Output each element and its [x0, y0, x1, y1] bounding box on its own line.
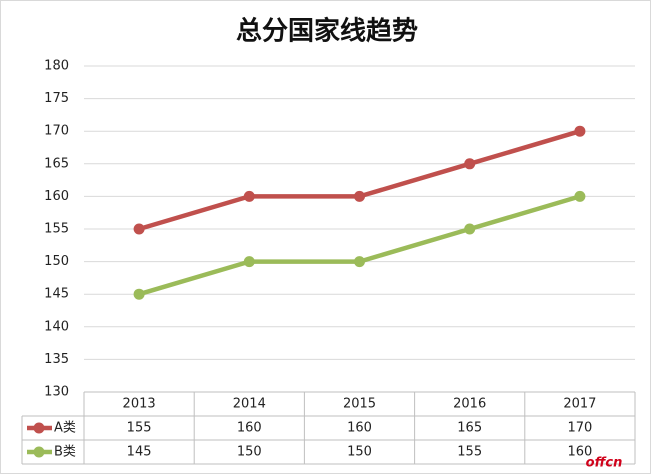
y-tick-label: 180 [44, 59, 69, 74]
point [574, 190, 586, 202]
y-tick-label: 135 [44, 352, 69, 367]
x-tick-label: 2016 [453, 397, 486, 412]
table-value: 160 [567, 445, 592, 460]
point [243, 190, 255, 202]
x-tick-label: 2017 [563, 397, 596, 412]
table-value: 165 [457, 421, 482, 436]
legend-label: B类 [54, 445, 76, 460]
legend-marker [33, 446, 45, 458]
point [133, 288, 145, 300]
y-tick-label: 165 [44, 156, 69, 171]
table-value: 170 [567, 421, 592, 436]
legend-marker [33, 422, 45, 434]
table-value: 160 [347, 421, 372, 436]
table-value: 145 [127, 445, 152, 460]
chart-title: 总分国家线趋势 [236, 16, 418, 47]
y-tick-label: 170 [44, 124, 69, 139]
point [354, 190, 365, 202]
point [574, 125, 586, 137]
point [464, 223, 476, 235]
point [133, 223, 145, 235]
point [354, 256, 365, 268]
x-tick-label: 2015 [343, 397, 376, 412]
x-tick-label: 2013 [123, 397, 156, 412]
y-tick-label: 150 [44, 254, 69, 269]
watermark: offcn [586, 456, 623, 471]
table-value: 160 [237, 421, 262, 436]
table-value: 150 [347, 445, 372, 460]
table-value: 155 [127, 421, 152, 436]
table-value: 155 [457, 445, 482, 460]
y-tick-label: 160 [44, 189, 69, 204]
x-tick-label: 2014 [233, 397, 266, 412]
y-tick-label: 145 [44, 287, 69, 302]
y-tick-label: 175 [44, 91, 69, 106]
y-tick-label: 155 [44, 222, 69, 237]
legend-label: A类 [54, 421, 76, 436]
y-tick-label: 140 [44, 319, 69, 334]
y-tick-label: 130 [44, 385, 69, 400]
point [464, 158, 476, 170]
point [243, 256, 255, 268]
table-value: 150 [237, 445, 262, 460]
